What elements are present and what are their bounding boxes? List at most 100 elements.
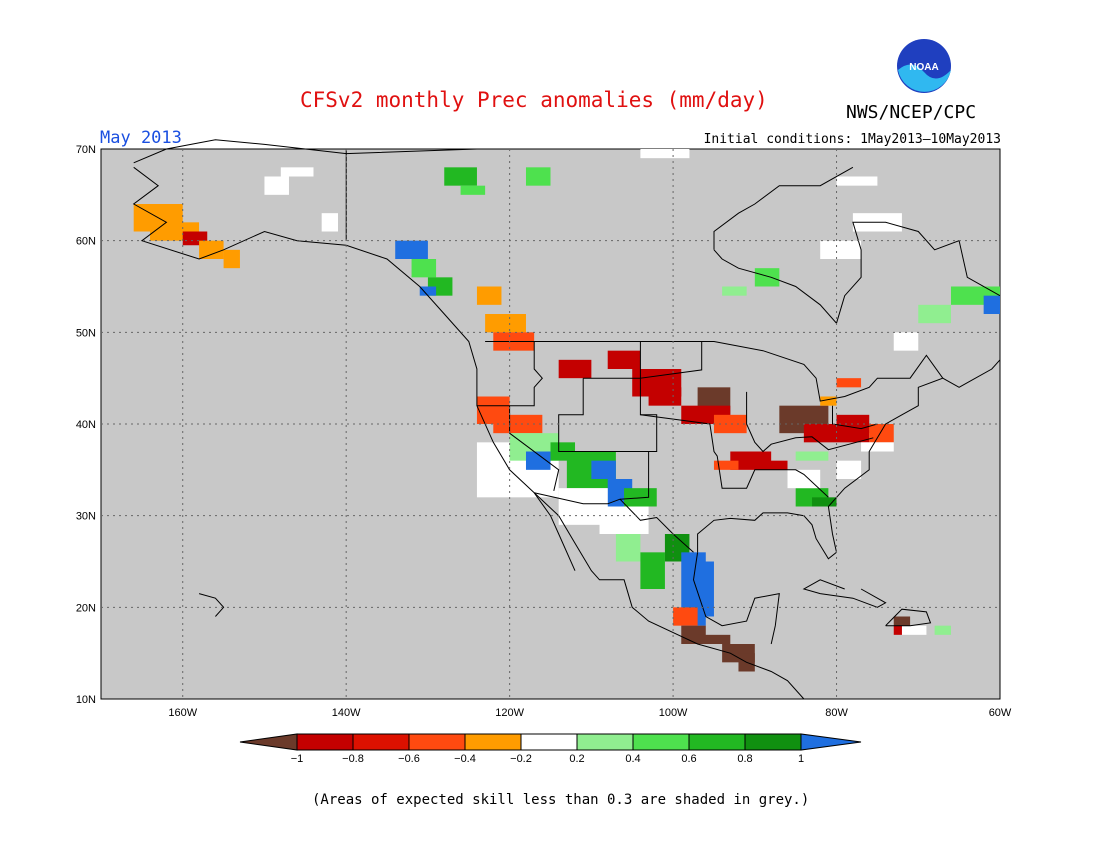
anomaly-cell — [640, 149, 690, 159]
latitude-label: 10N — [76, 694, 96, 706]
agency-label: NWS/NCEP/CPC — [846, 102, 977, 123]
anomaly-cell — [525, 451, 551, 470]
state-border — [619, 451, 650, 500]
colorbar-label: 1 — [798, 753, 804, 765]
anomaly-cell — [419, 286, 437, 296]
anomaly-cell — [836, 176, 878, 186]
colorbar-label: −1 — [291, 753, 304, 765]
latitude-label: 50N — [76, 327, 96, 339]
anomaly-cell — [713, 460, 739, 470]
initial-conditions: Initial conditions: 1May2013–10May2013 — [703, 132, 1001, 147]
noaa-logo-text: NOAA — [909, 62, 938, 73]
coastline — [692, 552, 780, 645]
anomaly-cell — [836, 378, 862, 388]
colorbar-swatch — [744, 733, 802, 751]
longitude-label: 140W — [332, 707, 361, 719]
coastline — [198, 593, 225, 617]
map-title: CFSv2 monthly Prec anomalies (mm/day) — [300, 88, 768, 112]
colorbar-label: −0.2 — [510, 753, 532, 765]
colorbar-label: 0.6 — [681, 753, 696, 765]
colorbar-label: 0.2 — [569, 753, 584, 765]
anomaly-cell — [460, 185, 486, 195]
anomaly-cell — [901, 625, 927, 635]
state-border — [640, 414, 829, 498]
colorbar-lower-arrow — [239, 733, 298, 751]
longitude-label: 120W — [495, 707, 524, 719]
anomaly-cell — [673, 607, 698, 626]
anomaly-cell — [280, 167, 314, 177]
latitude-label: 20N — [76, 602, 96, 614]
latitude-label: 30N — [76, 511, 96, 523]
coastline — [133, 139, 477, 164]
colorbar-label: 0.4 — [625, 753, 640, 765]
anomaly-cell — [893, 625, 902, 635]
anomaly-cell — [787, 469, 821, 489]
colorbar-swatch — [464, 733, 522, 751]
skill-footnote: (Areas of expected skill less than 0.3 a… — [312, 792, 810, 808]
colorbar-swatch — [576, 733, 634, 751]
coastlines — [132, 139, 1001, 700]
coastline — [697, 359, 1001, 560]
anomaly-cell — [918, 304, 951, 324]
anomaly-cell — [411, 259, 437, 278]
latitude-label: 40N — [76, 419, 96, 431]
anomaly-cell — [893, 616, 911, 626]
coastline — [802, 579, 887, 608]
colorbar-swatch — [352, 733, 410, 751]
anomaly-cell — [713, 414, 747, 434]
noaa-logo: NOAA — [897, 39, 951, 93]
colorbar-label: −0.4 — [454, 753, 476, 765]
coastline — [533, 492, 576, 571]
coastline — [534, 492, 694, 553]
anomaly-cell — [730, 451, 772, 470]
anomaly-cell — [934, 625, 951, 635]
anomaly-cell — [820, 396, 837, 406]
anomaly-cell — [640, 552, 665, 589]
colorbar-swatch — [632, 733, 690, 751]
anomaly-cell — [861, 442, 894, 452]
anomaly-cell — [836, 460, 862, 479]
colorbar-swatch — [520, 733, 578, 751]
longitude-label: 60W — [989, 707, 1012, 719]
colorbar-label: −0.8 — [342, 753, 364, 765]
anomaly-cell — [697, 634, 731, 644]
graticule — [101, 149, 1000, 699]
colorbar-swatch — [408, 733, 466, 751]
longitude-label: 100W — [659, 707, 688, 719]
coastline — [485, 341, 944, 402]
coastline — [713, 221, 1001, 325]
state-border — [832, 405, 878, 430]
anomaly-cell — [493, 414, 543, 434]
longitude-label: 80W — [825, 707, 848, 719]
anomaly-cell — [591, 460, 616, 479]
longitude-label: 160W — [168, 707, 197, 719]
anomaly-cell — [983, 295, 1000, 314]
coastline — [713, 166, 854, 250]
anomaly-cells — [133, 149, 1000, 672]
anomaly-cell — [395, 240, 428, 259]
anomaly-cell — [199, 240, 224, 259]
latitude-label: 60N — [76, 236, 96, 248]
anomaly-cell — [264, 176, 289, 195]
coastline — [885, 608, 932, 627]
state-border — [558, 377, 658, 452]
anomaly-cell — [476, 286, 502, 305]
latitude-label: 70N — [76, 144, 96, 156]
colorbar-label: −0.6 — [398, 753, 420, 765]
anomaly-cell — [223, 249, 240, 269]
colorbar-swatch — [296, 733, 354, 751]
anomaly-cell — [762, 460, 788, 470]
anomaly-cell — [795, 451, 829, 461]
state-border — [639, 341, 703, 379]
anomaly-cell — [754, 268, 780, 287]
anomaly-cell — [893, 332, 919, 351]
anomaly-cell — [558, 359, 592, 379]
anomaly-cell — [321, 213, 339, 232]
anomaly-cell — [615, 534, 641, 562]
anomaly-cell — [485, 314, 526, 333]
anomaly-cell — [607, 350, 641, 369]
axis-labels: 70N 60N 50N 40N 30N 20N 10N 160W 140W 120W 100W 80W… — [76, 144, 1012, 719]
anomaly-cell — [820, 240, 862, 259]
